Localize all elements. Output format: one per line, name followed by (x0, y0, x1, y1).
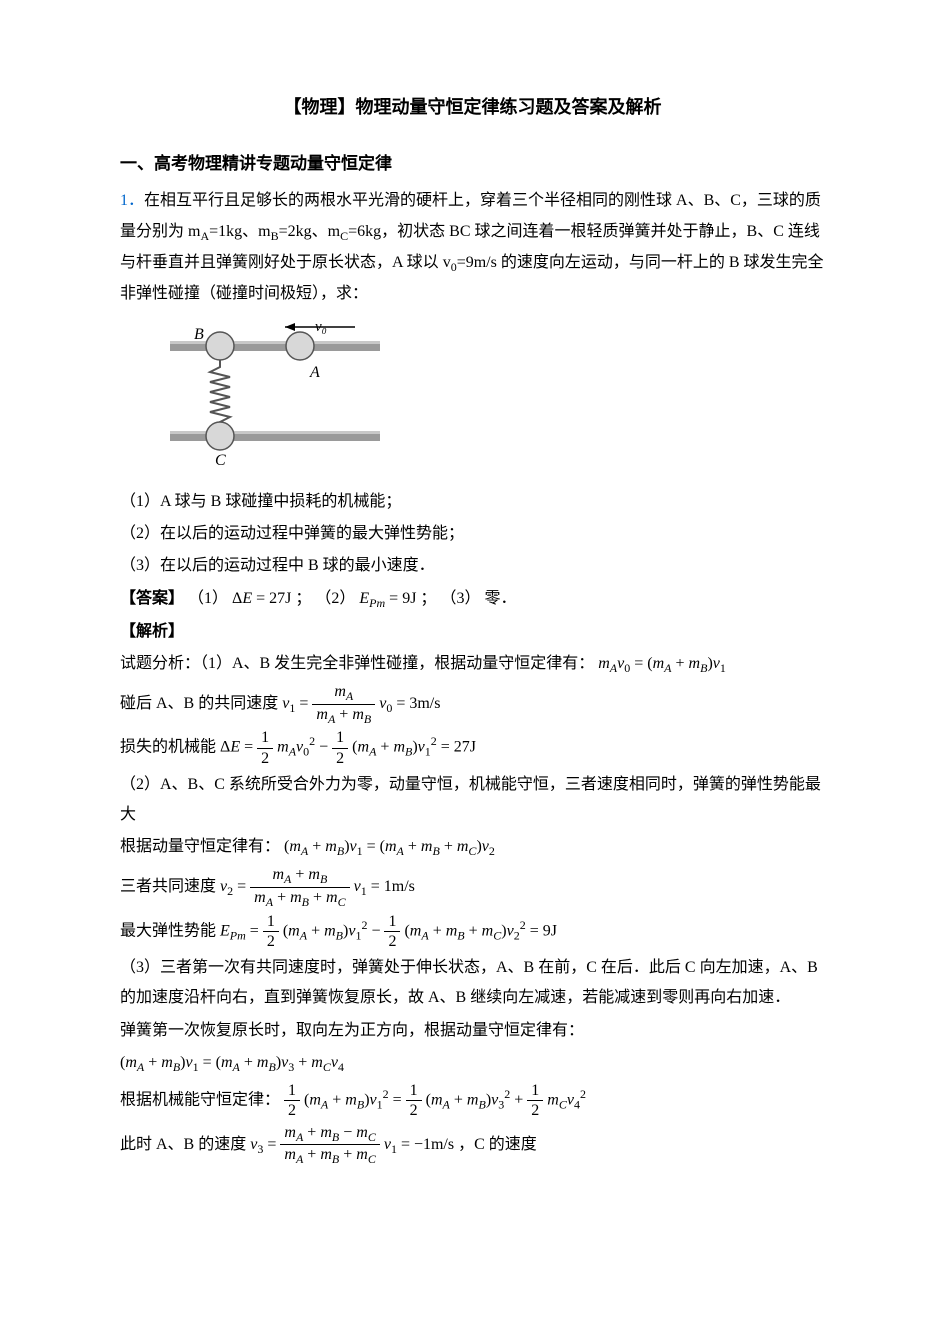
answer-2-sep: ； (420, 590, 436, 607)
problem-statement: 1．在相互平行且足够长的两根水平光滑的硬杆上，穿着三个半径相同的刚性球 A、B、… (120, 186, 825, 309)
mass-a-val: =1kg、 (209, 223, 258, 240)
question-2: （2）在以后的运动过程中弹簧的最大弹性势能； (120, 519, 825, 549)
analysis-line-10-text: 根据机械能守恒定律： (120, 1092, 280, 1109)
analysis-line-6-text: 三者共同速度 (120, 878, 220, 895)
label-b: B (194, 326, 204, 343)
analysis-label: 【解析】 (120, 617, 825, 647)
document-title: 【物理】物理动量守恒定律练习题及答案及解析 (120, 90, 825, 124)
analysis-line-9: 弹簧第一次恢复原长时，取向左为正方向，根据动量守恒定律有： (120, 1016, 825, 1046)
mass-a-sym: m (188, 223, 200, 240)
label-c: C (215, 452, 226, 467)
analysis-line-8: （3）三者第一次有共同速度时，弹簧处于伸长状态，A、B 在前，C 在后．此后 C… (120, 953, 825, 1014)
analysis-line-11: 此时 A、B 的速度 v3 = mA + mB − mCmA + mB + mC… (120, 1123, 825, 1167)
question-1: （1）A 球与 B 球碰撞中损耗的机械能； (120, 487, 825, 517)
analysis-line-5-text: 根据动量守恒定律有： (120, 838, 280, 855)
answer-3-pre: （3） (440, 590, 480, 607)
label-a: A (309, 364, 320, 381)
analysis-line-10: 根据机械能守恒定律： 12 (mA + mB)v12 = 12 (mA + mB… (120, 1081, 825, 1120)
analysis-line-2-text: 碰后 A、B 的共同速度 (120, 695, 282, 712)
bottom-rod-highlight (170, 431, 380, 434)
velocity-arrowhead (285, 323, 295, 331)
analysis-line-5: 根据动量守恒定律有： (mA + mB)v1 = (mA + mB + mC)v… (120, 832, 825, 863)
mass-c-sub: C (340, 229, 348, 243)
question-3: （3）在以后的运动过程中 B 球的最小速度． (120, 551, 825, 581)
mass-c-val: =6kg， (348, 223, 397, 240)
answer-line: 【答案】 （1） ΔE = 27J ； （2） EPm = 9J ； （3） 零… (120, 584, 825, 615)
analysis-eq-9: (mA + mB)v1 = (mA + mB)v3 + mCv4 (120, 1048, 825, 1079)
mass-b-sub: B (271, 229, 279, 243)
problem-diagram: B A C v₀ (160, 317, 825, 478)
analysis-line-6: 三者共同速度 v2 = mA + mBmA + mB + mC v1 = 1m/… (120, 865, 825, 909)
answer-3-text: 零． (484, 590, 516, 607)
ball-a (286, 332, 314, 360)
answer-label: 【答案】 (120, 590, 184, 607)
mass-a-sub: A (200, 229, 209, 243)
mass-c-sym: m (328, 223, 340, 240)
v0-sym: v (443, 254, 451, 271)
answer-1-pre: （1） (188, 590, 228, 607)
analysis-line-2: 碰后 A、B 的共同速度 v1 = mAmA + mB v0 = 3m/s (120, 682, 825, 726)
analysis-line-3: 损失的机械能 ΔE = 12 mAv02 − 12 (mA + mB)v12 =… (120, 728, 825, 767)
analysis-line-1-text: 试题分析：（1）A、B 发生完全非弹性碰撞，根据动量守恒定律有： (120, 655, 594, 672)
section-heading: 一、高考物理精讲专题动量守恒定律 (120, 148, 825, 180)
mass-b-val: =2kg、 (279, 223, 328, 240)
ball-c (206, 422, 234, 450)
analysis-line-7: 最大弹性势能 EPm = 12 (mA + mB)v12 − 12 (mA + … (120, 912, 825, 951)
analysis-line-11-text: 此时 A、B 的速度 (120, 1135, 250, 1152)
mass-b-sym: m (258, 223, 270, 240)
answer-2-pre: （2） (315, 590, 355, 607)
answer-1-sep: ； (295, 590, 311, 607)
analysis-line-1: 试题分析：（1）A、B 发生完全非弹性碰撞，根据动量守恒定律有： mAv0 = … (120, 649, 825, 680)
ball-b (206, 332, 234, 360)
analysis-line-3-text: 损失的机械能 (120, 739, 220, 756)
analysis-line-7-text: 最大弹性势能 (120, 922, 220, 939)
problem-number: 1． (120, 192, 144, 209)
analysis-line-11-tail: ，C 的速度 (458, 1135, 537, 1152)
label-v0: v₀ (315, 319, 327, 335)
spring-icon (210, 359, 230, 429)
analysis-line-4: （2）A、B、C 系统所受合外力为零，动量守恒，机械能守恒，三者速度相同时，弹簧… (120, 770, 825, 831)
